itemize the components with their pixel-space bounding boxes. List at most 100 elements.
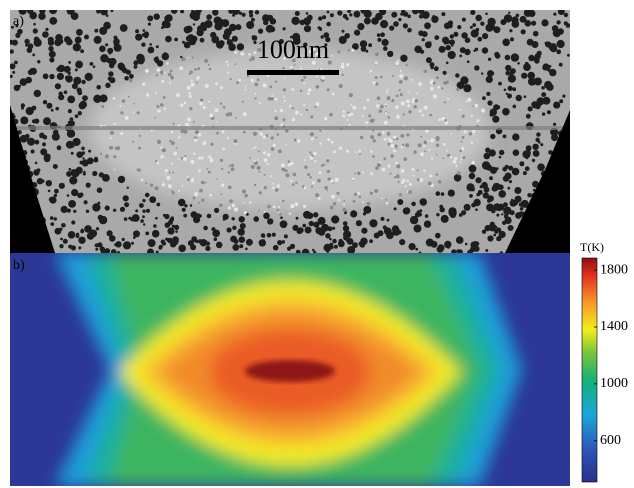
particle xyxy=(231,168,235,172)
particle xyxy=(374,233,380,239)
particle xyxy=(370,172,373,175)
particle xyxy=(388,165,391,168)
particle xyxy=(401,9,405,13)
particle xyxy=(127,187,129,189)
particle xyxy=(287,247,291,251)
particle xyxy=(524,95,527,98)
particle xyxy=(448,51,456,59)
particle xyxy=(273,245,279,251)
particle xyxy=(110,137,112,139)
particle xyxy=(263,20,268,25)
particle xyxy=(267,153,271,157)
particle xyxy=(465,37,471,43)
particle xyxy=(515,212,522,219)
particle xyxy=(169,140,171,142)
particle xyxy=(426,57,432,63)
particle xyxy=(54,130,59,135)
particle xyxy=(27,138,35,146)
particle xyxy=(45,28,48,31)
particle xyxy=(331,207,333,209)
particle xyxy=(505,55,511,61)
particle xyxy=(57,73,64,80)
particle xyxy=(400,93,403,96)
particle xyxy=(546,84,553,91)
particle xyxy=(20,135,28,143)
particle xyxy=(496,236,501,241)
particle xyxy=(350,113,353,116)
particle xyxy=(331,215,339,223)
particle xyxy=(523,171,527,175)
particle xyxy=(295,111,299,115)
particle xyxy=(214,237,218,241)
particle xyxy=(325,233,330,238)
particle xyxy=(194,192,198,196)
particle xyxy=(55,107,59,111)
particle xyxy=(193,10,200,17)
particle xyxy=(317,179,321,183)
particle xyxy=(556,20,560,24)
particle xyxy=(67,96,75,104)
particle xyxy=(487,235,493,241)
particle xyxy=(434,66,439,71)
particle xyxy=(165,169,168,172)
particle xyxy=(39,8,45,14)
particle xyxy=(505,65,511,71)
particle xyxy=(419,109,422,112)
particle xyxy=(535,138,539,142)
particle xyxy=(199,189,203,193)
particle xyxy=(228,9,233,14)
particle xyxy=(354,11,361,18)
particle xyxy=(25,77,32,84)
particle xyxy=(37,60,40,63)
colorbar-tick-label: 1000 xyxy=(600,376,628,391)
particle xyxy=(519,161,524,166)
particle xyxy=(303,205,306,208)
particle xyxy=(390,144,394,148)
particle xyxy=(210,158,214,162)
particle xyxy=(292,88,295,91)
particle xyxy=(46,103,52,109)
particle xyxy=(290,204,294,208)
particle xyxy=(383,157,386,160)
particle xyxy=(373,139,376,142)
particle xyxy=(142,215,145,218)
particle xyxy=(382,168,386,172)
particle xyxy=(358,150,361,153)
particle xyxy=(462,18,466,22)
particle xyxy=(460,161,462,163)
particle xyxy=(216,121,218,123)
particle xyxy=(99,172,104,177)
particle xyxy=(92,171,97,176)
particle xyxy=(178,245,186,253)
particle xyxy=(67,130,75,138)
particle xyxy=(31,150,35,154)
particle xyxy=(406,99,410,103)
particle xyxy=(68,109,72,113)
particle xyxy=(49,197,56,204)
particle xyxy=(365,12,368,15)
particle xyxy=(493,183,500,190)
particle xyxy=(66,171,72,177)
particle xyxy=(528,10,535,17)
particle xyxy=(499,156,502,159)
particle xyxy=(284,100,286,102)
particle xyxy=(49,74,54,79)
particle xyxy=(504,14,512,22)
particle xyxy=(242,101,244,103)
particle xyxy=(470,246,476,252)
particle xyxy=(425,41,432,48)
particle xyxy=(249,157,251,159)
particle xyxy=(57,145,62,150)
particle xyxy=(320,68,322,70)
temperature-map xyxy=(10,253,570,486)
particle xyxy=(216,132,219,135)
particle xyxy=(54,39,61,46)
particle xyxy=(259,239,266,246)
particle xyxy=(273,144,276,147)
particle xyxy=(78,246,81,249)
particle xyxy=(327,170,330,173)
particle xyxy=(155,92,157,94)
particle xyxy=(183,214,187,218)
particle xyxy=(418,8,424,14)
particle xyxy=(472,161,475,164)
